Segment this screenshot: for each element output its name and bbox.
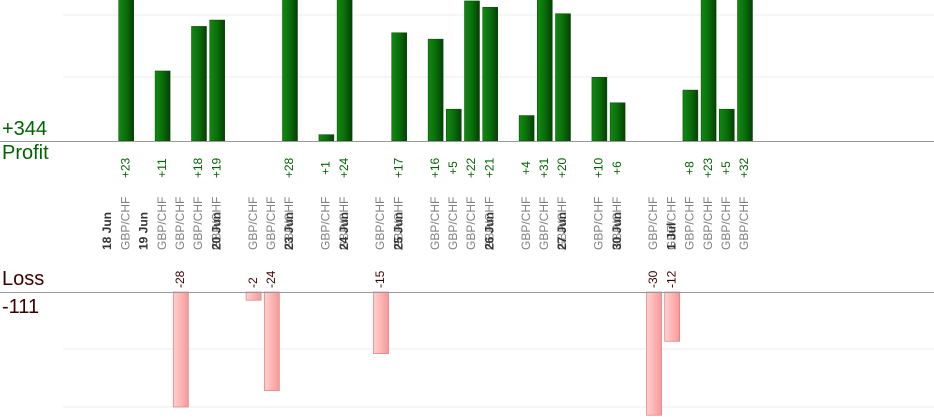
profit-bar	[118, 0, 134, 142]
instrument-label: GBP/CHF	[337, 197, 351, 250]
profit-bar	[282, 0, 298, 142]
profit-label: Profit	[2, 142, 49, 164]
profit-value-label: +21	[482, 157, 496, 178]
profit-bar	[391, 32, 407, 142]
loss-bar	[664, 291, 681, 342]
profit-bar	[719, 108, 735, 142]
profit-value-label: +18	[191, 157, 205, 178]
profit-bar	[682, 89, 699, 142]
instrument-label: GBP/CHF	[246, 197, 260, 250]
loss-value-label: -2	[246, 277, 260, 288]
loss-bar	[373, 291, 389, 354]
loss-value-label: -28	[173, 270, 187, 288]
profit-bar	[700, 0, 717, 142]
profit-value-label: +6	[610, 161, 624, 175]
loss-value-label: -12	[664, 270, 678, 288]
profit-bar	[555, 13, 571, 142]
profit-bar	[191, 26, 207, 142]
instrument-label: GBP/CHF	[719, 197, 733, 250]
profit-value-label: +10	[592, 157, 606, 178]
instrument-label: GBP/CHF	[173, 197, 187, 250]
profit-bar	[737, 0, 753, 142]
instrument-label: GBP/CHF	[282, 197, 296, 250]
profit-bar	[609, 102, 626, 142]
loss-total: -111	[2, 296, 40, 318]
instrument-label: GBP/CHF	[464, 197, 478, 250]
instrument-label: GBP/CHF	[428, 197, 442, 250]
instrument-label: GBP/CHF	[555, 197, 569, 250]
profit-value-label: +4	[519, 161, 533, 175]
loss-value-label: -30	[646, 270, 660, 288]
instrument-label: GBP/CHF	[155, 197, 169, 250]
instrument-label: GBP/CHF	[391, 197, 405, 250]
instrument-label: GBP/CHF	[373, 197, 387, 250]
profit-value-label: +1	[319, 161, 333, 175]
profit-bar	[209, 19, 225, 142]
date-label: 26 Jun	[482, 212, 496, 250]
instrument-label: GBP/CHF	[209, 197, 223, 250]
profit-value-label: +5	[446, 161, 460, 175]
profit-bar	[427, 38, 444, 142]
instrument-label: GBP/CHF	[319, 197, 333, 250]
instrument-label: GBP/CHF	[118, 197, 132, 250]
profit-value-label: +16	[428, 157, 442, 178]
profit-bar	[154, 70, 171, 142]
profit-value-label: +32	[737, 157, 751, 178]
instrument-label: GBP/CHF	[683, 197, 697, 250]
loss-label: Loss	[2, 268, 45, 290]
instrument-label: GBP/CHF	[737, 197, 751, 250]
instrument-label: GBP/CHF	[664, 197, 678, 250]
date-label: 19 Jun	[137, 212, 151, 250]
loss-bar	[245, 291, 262, 301]
profit-bar	[336, 0, 353, 142]
profit-value-label: +11	[155, 158, 169, 178]
date-label: 23 Jun	[282, 212, 296, 250]
loss-value-label: -15	[373, 270, 387, 288]
date-label: 25 Jun	[391, 212, 405, 250]
profit-bar	[537, 0, 553, 142]
instrument-label: GBP/CHF	[537, 197, 551, 250]
profit-value-label: +20	[555, 157, 569, 178]
loss-bar	[646, 291, 662, 416]
profit-total: +344	[2, 118, 48, 140]
profit-value-label: +19	[209, 157, 223, 178]
loss-bar	[172, 291, 189, 408]
profit-value-label: +17	[391, 157, 405, 178]
instrument-label: GBP/CHF	[482, 197, 496, 250]
date-label: 20 Jun	[209, 212, 223, 250]
profit-bar	[591, 77, 608, 142]
date-label: 18 Jun	[100, 212, 114, 250]
profit-value-label: +31	[537, 157, 551, 178]
instrument-label: GBP/CHF	[519, 197, 533, 250]
instrument-label: GBP/CHF	[264, 197, 278, 250]
loss-bar	[263, 291, 280, 391]
profit-value-label: +24	[337, 157, 351, 178]
date-label: 27 Jun	[555, 212, 569, 250]
profit-value-label: +5	[719, 161, 733, 175]
instrument-label: GBP/CHF	[646, 197, 660, 250]
profit-value-label: +23	[118, 157, 132, 178]
profit-value-label: +28	[282, 157, 296, 178]
profit-bar	[518, 115, 535, 142]
profit-value-label: +23	[701, 157, 715, 178]
instrument-label: GBP/CHF	[592, 197, 606, 250]
date-label: 24 Jun	[337, 212, 351, 250]
profit-bar	[446, 108, 462, 142]
profit-bar	[318, 134, 335, 142]
profit-bar	[482, 7, 498, 142]
instrument-label: GBP/CHF	[446, 197, 460, 250]
date-label: 1 Jul	[664, 223, 678, 250]
loss-value-label: -24	[264, 270, 278, 288]
instrument-label: GBP/CHF	[610, 197, 624, 250]
profit-bar	[464, 0, 480, 142]
profit-value-label: +8	[683, 161, 697, 175]
instrument-label: GBP/CHF	[191, 197, 205, 250]
date-label: 30 Jun	[610, 212, 624, 250]
instrument-label: GBP/CHF	[701, 197, 715, 250]
profit-value-label: +22	[464, 157, 478, 178]
